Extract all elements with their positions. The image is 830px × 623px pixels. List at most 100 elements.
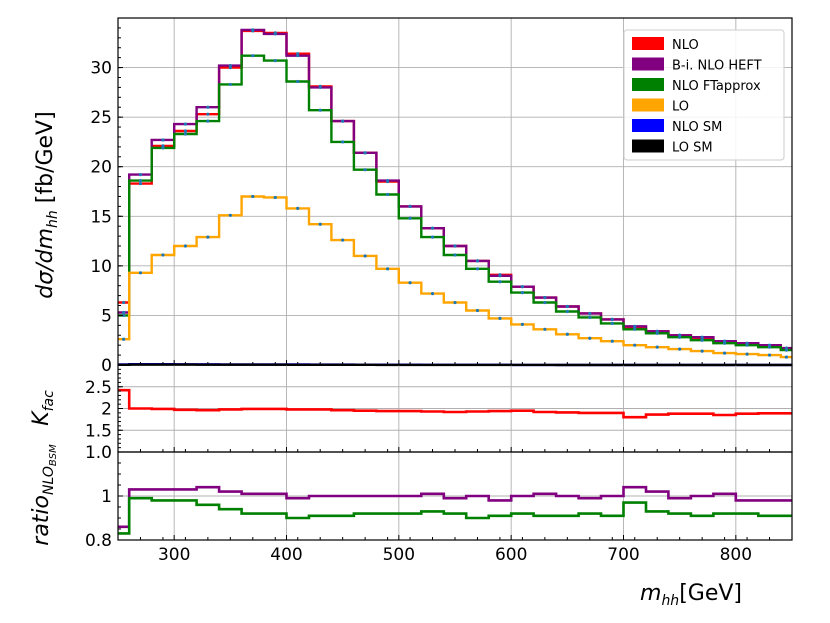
main-bin-marker <box>251 28 255 32</box>
main-bin-marker <box>700 338 704 342</box>
main-bin-marker <box>206 112 210 116</box>
kfactor-gridlines <box>118 365 792 452</box>
ratio-y-tick-label: 1 <box>101 487 112 507</box>
main-bin-marker <box>633 324 637 328</box>
ratio-series-b-i-nlo-heft <box>118 485 792 529</box>
main-bin-marker <box>520 291 525 295</box>
ratio-y-axis-title: ratioNLOBSM <box>29 444 59 546</box>
main-bin-marker <box>453 244 457 248</box>
main-bin-marker <box>273 59 277 63</box>
legend-swatch-nlo <box>632 37 664 50</box>
main-y-tick-label: 25 <box>90 108 112 128</box>
main-bin-marker <box>386 178 390 183</box>
main-bin-marker <box>122 337 126 341</box>
legend-swatch-b-i-nlo-heft <box>632 57 664 71</box>
main-bin-marker <box>453 253 457 257</box>
main-bin-marker <box>678 335 682 339</box>
main-bin-marker <box>588 315 592 320</box>
main-bin-marker <box>138 181 143 186</box>
main-bin-marker <box>453 300 457 305</box>
main-bin-marker <box>610 317 614 321</box>
main-bin-marker <box>588 311 592 316</box>
kfactor-y-tick-label: 2 <box>101 400 112 420</box>
main-bin-marker <box>341 119 345 123</box>
main-bin-marker <box>565 332 569 336</box>
main-bin-marker <box>318 108 322 112</box>
legend-swatch-nlo-sm <box>632 119 664 132</box>
legend-swatch-lo <box>632 98 664 112</box>
main-bin-marker <box>273 32 277 36</box>
kfactor-y-tick-label: 1.5 <box>85 421 112 441</box>
main-bin-marker <box>723 341 727 345</box>
main-y-tick-label: 20 <box>90 158 112 178</box>
main-bin-marker <box>543 327 547 331</box>
legend-label-lo: LO <box>672 100 689 115</box>
main-bin-marker <box>206 235 210 239</box>
main-bin-marker <box>296 206 300 210</box>
main-bin-marker <box>363 168 367 172</box>
main-bin-marker <box>183 132 187 136</box>
main-bin-marker <box>588 336 592 340</box>
main-y-tick-label: 30 <box>90 59 112 79</box>
main-bin-marker <box>138 178 143 183</box>
main-bin-marker <box>723 351 727 355</box>
main-bin-marker <box>633 327 637 331</box>
main-bin-marker <box>341 140 345 144</box>
legend-label-nlo: NLO <box>672 38 699 53</box>
legend-swatch-nlo-ftapprox <box>632 78 664 91</box>
main-bin-marker <box>138 173 143 177</box>
ratio-y-axis: 0.8 1 1.0 <box>85 443 123 551</box>
main-bin-marker <box>745 352 749 356</box>
main-bin-marker <box>678 347 682 351</box>
main-bin-marker <box>745 343 749 347</box>
main-bin-marker <box>296 79 300 84</box>
x-tick-label: 700 <box>607 545 639 565</box>
main-bin-marker <box>498 280 502 284</box>
main-bin-marker <box>767 345 772 349</box>
main-bin-marker <box>161 146 165 150</box>
x-tick-label: 300 <box>158 545 190 565</box>
main-bin-marker <box>784 348 788 352</box>
main-bin-marker <box>122 313 126 318</box>
main-bin-marker <box>784 355 788 359</box>
main-bin-marker <box>655 345 659 349</box>
ratio-series <box>118 485 792 535</box>
main-bin-marker <box>318 85 322 89</box>
x-tick-label: 600 <box>495 545 527 565</box>
main-y-tick-label: 5 <box>101 306 112 326</box>
kfactor-series-nlo <box>118 388 792 419</box>
main-bin-marker <box>183 129 187 133</box>
main-bin-marker <box>543 295 547 300</box>
kfactor-y-tick-label: 2.5 <box>85 378 112 398</box>
main-bin-marker <box>228 82 232 87</box>
legend-label-lo-sm: LO SM <box>672 141 713 156</box>
main-series-lo <box>118 195 792 359</box>
main-y-axis: 0 5 10 15 20 25 30 <box>90 17 123 376</box>
main-bin-marker <box>430 226 435 230</box>
main-y-axis-title: dσ/dmhh [fb/GeV] <box>33 111 61 298</box>
main-bin-marker <box>475 259 480 263</box>
main-bin-marker <box>430 235 435 239</box>
legend-label-nlo-sm: NLO SM <box>672 120 722 135</box>
main-bin-marker <box>633 343 637 347</box>
main-bin-marker <box>520 322 525 326</box>
main-bin-marker <box>408 281 412 285</box>
main-bin-marker <box>363 151 367 155</box>
main-bin-marker <box>655 331 659 335</box>
x-tick-label: 400 <box>270 545 302 565</box>
kfactor-y-axis-title: Kfac <box>29 390 57 426</box>
main-y-tick-label: 15 <box>90 207 112 227</box>
main-bin-marker <box>767 353 772 357</box>
main-bin-marker <box>386 192 390 197</box>
main-bin-marker <box>273 195 277 200</box>
main-bin-marker <box>363 254 367 258</box>
ratio-x-ticks: 300 400 500 600 700 800 <box>117 535 793 565</box>
main-bin-marker <box>161 253 165 257</box>
legend-swatch-lo-sm <box>632 139 664 153</box>
main-bin-marker <box>296 54 300 58</box>
main-bin-marker <box>610 339 614 343</box>
main-bin-marker <box>700 335 704 339</box>
ratio-panel: 0.8 1 1.0 300 400 500 600 700 800 <box>85 443 793 565</box>
main-bin-marker <box>386 267 390 271</box>
main-bin-marker <box>408 216 412 220</box>
